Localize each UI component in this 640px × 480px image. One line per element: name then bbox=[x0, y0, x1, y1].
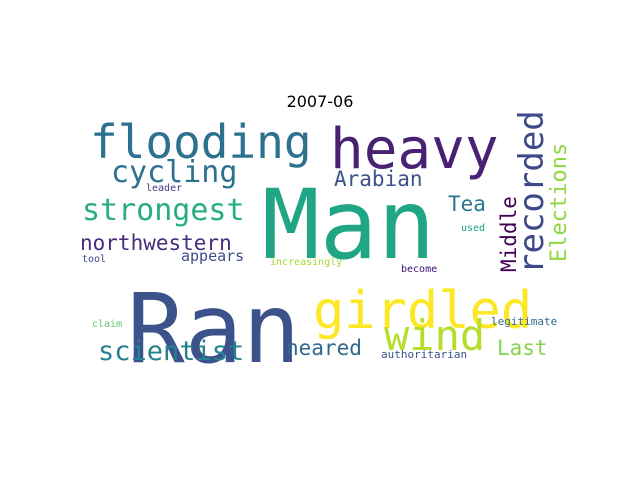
word-neared: neared bbox=[286, 336, 362, 360]
word-wind: wind bbox=[384, 311, 485, 360]
word-girdled: girdled bbox=[313, 281, 532, 341]
word-last: Last bbox=[497, 336, 548, 360]
word-elections: Elections bbox=[547, 143, 572, 262]
word-arabian: Arabian bbox=[334, 167, 423, 191]
word-heavy: heavy bbox=[330, 117, 499, 182]
word-middle: Middle bbox=[497, 196, 521, 272]
word-authoritarian: authoritarian bbox=[381, 348, 467, 361]
word-tool: tool bbox=[82, 254, 106, 265]
word-scientist: scientist bbox=[98, 336, 244, 367]
chart-title: 2007-06 bbox=[286, 92, 354, 111]
word-claim: claim bbox=[92, 319, 122, 330]
word-used: used bbox=[461, 223, 485, 234]
word-appears: appears bbox=[181, 247, 244, 265]
word-northwestern: northwestern bbox=[80, 231, 232, 255]
word-leader: leader bbox=[146, 183, 182, 194]
word-cycling: cycling bbox=[111, 155, 237, 190]
word-ran: Ran bbox=[127, 273, 300, 385]
word-man: Man bbox=[262, 169, 435, 281]
word-legitimate: legitimate bbox=[491, 315, 557, 328]
word-become: become bbox=[401, 264, 437, 275]
word-flooding: flooding bbox=[90, 115, 312, 169]
word-tea: Tea bbox=[448, 192, 486, 216]
word-increasingly: increasingly bbox=[270, 257, 342, 268]
word-strongest: strongest bbox=[82, 193, 245, 228]
word-recorded: recorded bbox=[512, 110, 552, 274]
